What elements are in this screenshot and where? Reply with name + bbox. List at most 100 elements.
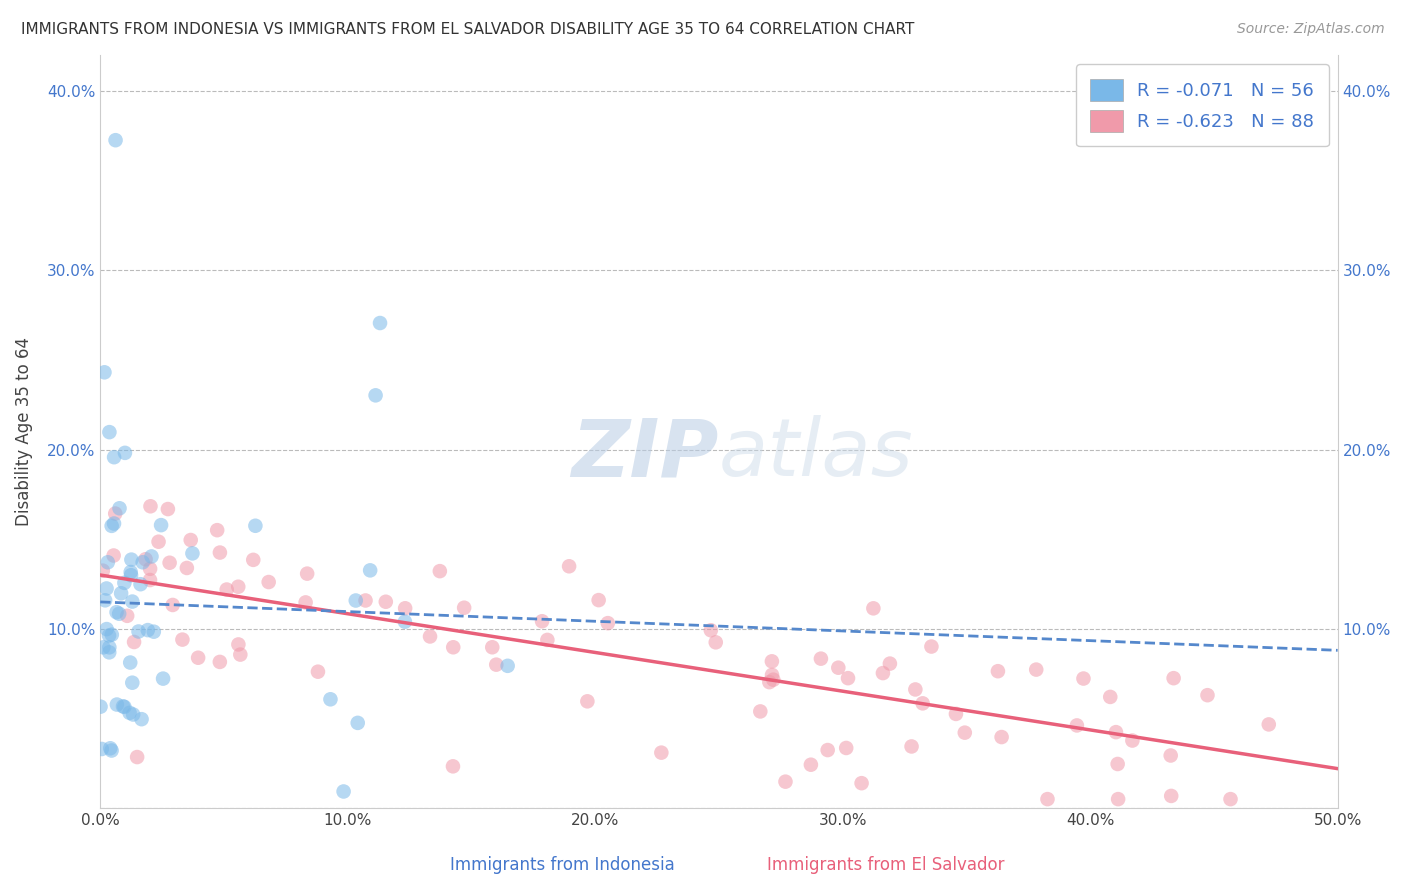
Point <box>429 564 451 578</box>
Point <box>990 730 1012 744</box>
Point <box>181 546 204 560</box>
Point <box>152 672 174 686</box>
Point <box>180 533 202 547</box>
Point <box>904 682 927 697</box>
Text: Source: ZipAtlas.com: Source: ZipAtlas.com <box>1237 22 1385 37</box>
Point <box>139 562 162 576</box>
Point <box>162 598 184 612</box>
Point <box>139 573 162 587</box>
Point <box>453 600 475 615</box>
Point <box>98 645 121 659</box>
Point <box>148 534 170 549</box>
Point <box>136 623 159 637</box>
Point <box>558 559 581 574</box>
Point <box>97 555 120 569</box>
Point <box>131 555 153 569</box>
Point <box>1105 725 1128 739</box>
Point <box>775 774 797 789</box>
Point <box>205 523 228 537</box>
Point <box>394 615 416 629</box>
Point <box>368 316 391 330</box>
Point <box>394 601 416 615</box>
Text: Immigrants from Indonesia: Immigrants from Indonesia <box>450 855 675 873</box>
Point <box>762 673 785 687</box>
Point <box>1025 663 1047 677</box>
Point <box>851 776 873 790</box>
Point <box>879 657 901 671</box>
Point <box>120 565 142 579</box>
Point <box>1219 792 1241 806</box>
Point <box>98 640 121 655</box>
Point <box>105 698 128 712</box>
Point <box>596 616 619 631</box>
Point <box>536 632 558 647</box>
Point <box>911 697 934 711</box>
Point <box>103 450 125 465</box>
Point <box>344 593 367 607</box>
Point <box>176 561 198 575</box>
Point <box>953 725 976 739</box>
Point <box>1160 789 1182 803</box>
Point <box>122 635 145 649</box>
Point <box>90 742 112 756</box>
Point <box>1121 733 1143 747</box>
Point <box>98 425 121 439</box>
Point <box>104 507 127 521</box>
Point <box>800 757 823 772</box>
Point <box>215 582 238 597</box>
Point <box>127 750 149 764</box>
Point <box>900 739 922 754</box>
Point <box>1073 672 1095 686</box>
Point <box>817 743 839 757</box>
Point <box>1066 718 1088 732</box>
Point <box>485 657 508 672</box>
Point <box>142 624 165 639</box>
Point <box>257 575 280 590</box>
Point <box>112 699 135 714</box>
Point <box>100 743 122 757</box>
Point <box>1197 688 1219 702</box>
Text: Immigrants from El Salvador: Immigrants from El Salvador <box>768 855 1004 873</box>
Point <box>100 519 122 533</box>
Point <box>228 637 250 651</box>
Point <box>159 556 181 570</box>
Point <box>150 518 173 533</box>
Point <box>131 712 153 726</box>
Point <box>862 601 884 615</box>
Point <box>872 666 894 681</box>
Point <box>837 671 859 685</box>
Point <box>496 658 519 673</box>
Text: ZIP: ZIP <box>572 415 718 493</box>
Point <box>650 746 672 760</box>
Point <box>1107 756 1129 771</box>
Point <box>104 133 127 147</box>
Point <box>103 516 125 531</box>
Point <box>1160 748 1182 763</box>
Point <box>945 706 967 721</box>
Point <box>749 705 772 719</box>
Point <box>827 661 849 675</box>
Point <box>531 614 554 628</box>
Point <box>364 388 387 402</box>
Point <box>441 640 464 655</box>
Point <box>319 692 342 706</box>
Point <box>103 549 125 563</box>
Point <box>441 759 464 773</box>
Point <box>91 564 114 578</box>
Point <box>481 640 503 655</box>
Point <box>374 595 396 609</box>
Point <box>172 632 194 647</box>
Point <box>120 552 142 566</box>
Point <box>110 586 132 600</box>
Point <box>91 640 114 655</box>
Point <box>96 622 118 636</box>
Point <box>208 655 231 669</box>
Text: atlas: atlas <box>718 415 914 493</box>
Point <box>112 575 135 590</box>
Y-axis label: Disability Age 35 to 64: Disability Age 35 to 64 <box>15 337 32 526</box>
Point <box>758 675 780 690</box>
Point <box>98 628 121 642</box>
Point <box>108 501 131 516</box>
Point <box>294 595 316 609</box>
Point <box>419 630 441 644</box>
